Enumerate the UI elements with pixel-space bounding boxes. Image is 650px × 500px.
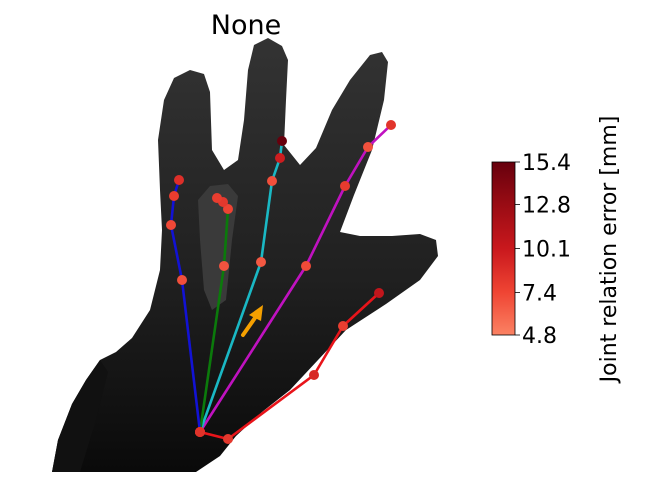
thumb-joint-2 — [309, 370, 319, 380]
middle-joint-3 — [275, 153, 285, 163]
colorbar-ticks: 15.4 12.8 10.1 7.4 4.8 — [515, 151, 571, 349]
thumb-joint-1 — [223, 434, 233, 444]
pinky-joint-1 — [177, 275, 187, 285]
pinky-joint-4 — [174, 175, 184, 185]
colorbar-tick-label: 4.8 — [522, 324, 557, 349]
depth-image — [52, 38, 438, 472]
chart-title: None — [211, 10, 281, 41]
colorbar-tick-label: 7.4 — [522, 282, 557, 307]
direction-arrow — [241, 305, 263, 337]
colorbar-tick-label: 12.8 — [522, 193, 571, 218]
pinky-joint-0 — [195, 427, 205, 437]
ring-joint-4 — [212, 193, 222, 203]
colorbar-tick-label: 15.4 — [522, 151, 571, 176]
colorbar: 15.4 12.8 10.1 7.4 4.8 Joint relation error … — [491, 116, 622, 385]
colorbar-gradient — [491, 161, 516, 336]
arrow-shaft — [241, 313, 259, 337]
pinky-joint-2 — [166, 220, 176, 230]
index-joint-4 — [386, 120, 396, 130]
ring-joint-2 — [223, 204, 233, 214]
index-joint-1 — [301, 261, 311, 271]
ring-joint-1 — [219, 261, 229, 271]
palm-edge-shading — [52, 360, 108, 472]
thumb-joint-4 — [374, 288, 384, 298]
index-joint-3 — [363, 142, 373, 152]
thumb-joint-3 — [338, 321, 348, 331]
colorbar-label: Joint relation error [mm] — [597, 116, 622, 385]
hand-silhouette — [52, 38, 438, 472]
index-joint-2 — [340, 181, 350, 191]
colorbar-tick-label: 10.1 — [522, 238, 571, 263]
pinky-joint-3 — [169, 191, 179, 201]
middle-joint-4 — [277, 136, 287, 146]
middle-joint-2 — [267, 176, 277, 186]
middle-joint-1 — [256, 257, 266, 267]
hand-skeleton — [166, 120, 396, 444]
arrow-head — [249, 305, 263, 321]
